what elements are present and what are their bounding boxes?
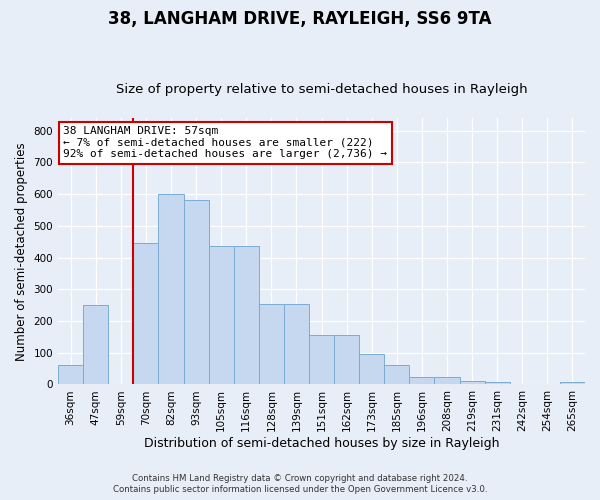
Bar <box>359 354 384 384</box>
Bar <box>133 244 158 384</box>
Bar <box>560 382 585 384</box>
Text: Contains HM Land Registry data © Crown copyright and database right 2024.
Contai: Contains HM Land Registry data © Crown c… <box>113 474 487 494</box>
Bar <box>485 382 510 384</box>
Bar <box>58 365 83 384</box>
Bar <box>434 378 460 384</box>
Bar <box>233 246 259 384</box>
Bar <box>209 246 233 384</box>
Bar <box>334 334 359 384</box>
Y-axis label: Number of semi-detached properties: Number of semi-detached properties <box>15 142 28 360</box>
Bar <box>83 305 108 384</box>
Bar <box>284 304 309 384</box>
Bar <box>309 334 334 384</box>
Text: 38 LANGHAM DRIVE: 57sqm
← 7% of semi-detached houses are smaller (222)
92% of se: 38 LANGHAM DRIVE: 57sqm ← 7% of semi-det… <box>64 126 388 159</box>
Bar <box>384 365 409 384</box>
X-axis label: Distribution of semi-detached houses by size in Rayleigh: Distribution of semi-detached houses by … <box>144 437 499 450</box>
Bar <box>460 382 485 384</box>
Bar <box>158 194 184 384</box>
Bar <box>259 304 284 384</box>
Bar <box>409 378 434 384</box>
Text: 38, LANGHAM DRIVE, RAYLEIGH, SS6 9TA: 38, LANGHAM DRIVE, RAYLEIGH, SS6 9TA <box>108 10 492 28</box>
Bar <box>184 200 209 384</box>
Title: Size of property relative to semi-detached houses in Rayleigh: Size of property relative to semi-detach… <box>116 83 527 96</box>
